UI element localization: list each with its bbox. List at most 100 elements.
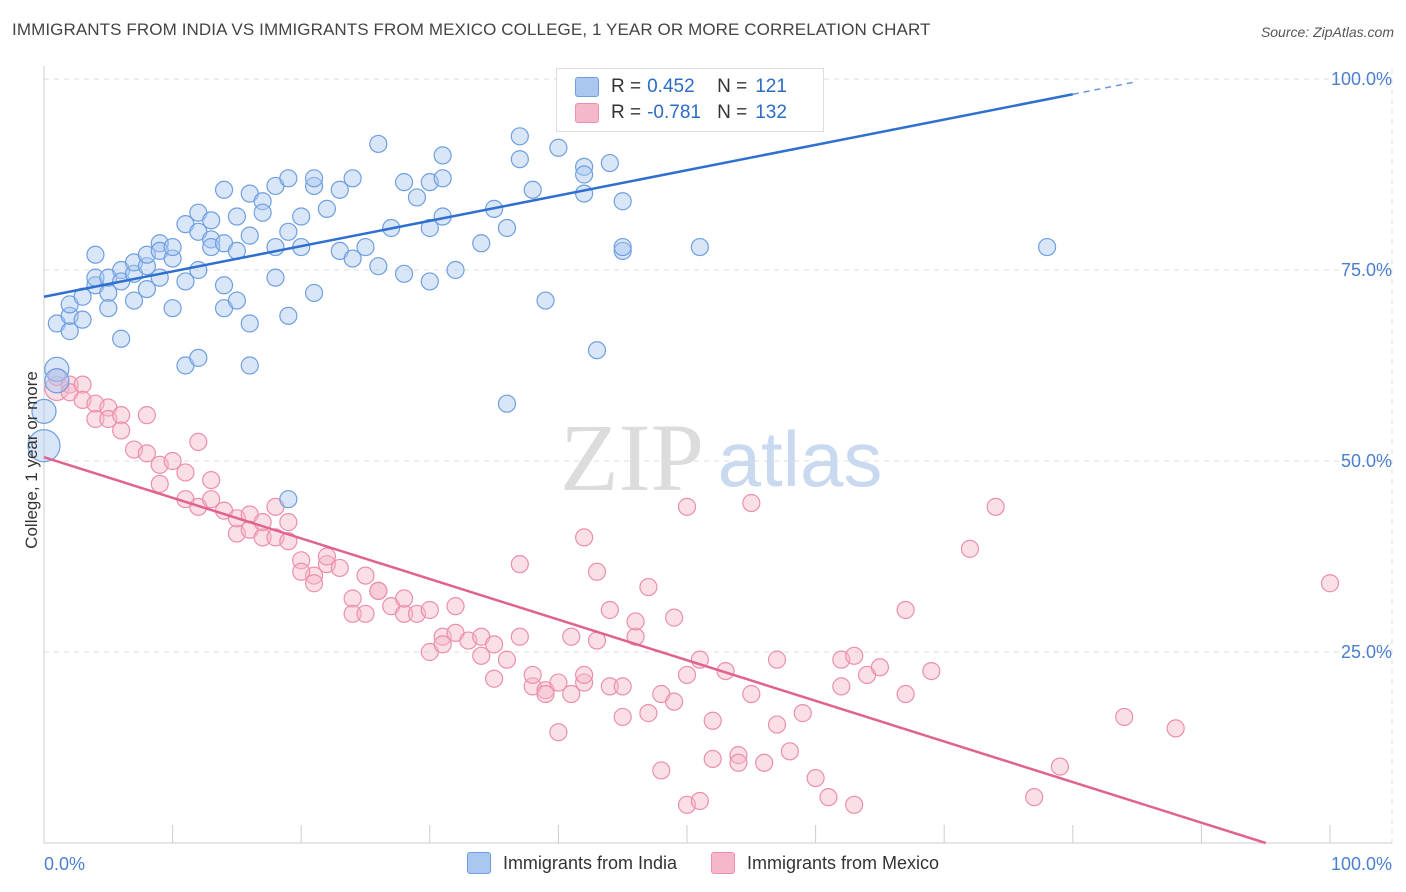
india-point bbox=[99, 299, 118, 318]
mexico-point bbox=[703, 711, 722, 730]
y-tick-label: 25.0% bbox=[1341, 642, 1392, 662]
mexico-point bbox=[330, 558, 349, 578]
mexico-point bbox=[343, 589, 362, 608]
mexico-point bbox=[703, 749, 722, 769]
mexico-point bbox=[356, 566, 375, 585]
mexico-point bbox=[202, 471, 221, 490]
mexico-point bbox=[86, 409, 105, 429]
mexico-point bbox=[549, 673, 568, 692]
india-point bbox=[137, 280, 156, 299]
mexico-point bbox=[137, 406, 156, 425]
india-point bbox=[369, 134, 388, 154]
mexico-point bbox=[626, 612, 645, 631]
india-point bbox=[433, 146, 452, 165]
mexico-point bbox=[73, 375, 92, 394]
mexico-point bbox=[716, 661, 735, 681]
x-tick-label: 0.0% bbox=[44, 854, 85, 874]
legend-label-india: Immigrants from India bbox=[502, 852, 677, 873]
mexico-point bbox=[112, 421, 131, 440]
india-point bbox=[266, 268, 285, 287]
legend-r-label: R = bbox=[611, 102, 642, 123]
india-point bbox=[124, 291, 144, 310]
india-point bbox=[44, 368, 70, 394]
legend-item-india[interactable]: Immigrants from India bbox=[466, 852, 677, 874]
y-tick-label: 50.0% bbox=[1341, 451, 1392, 471]
mexico-trend-line bbox=[43, 455, 1267, 845]
mexico-point bbox=[497, 650, 517, 669]
mexico-point bbox=[562, 627, 581, 646]
india-point bbox=[549, 138, 568, 157]
india-point bbox=[446, 260, 465, 280]
mexico-point bbox=[369, 581, 388, 600]
mexico-point bbox=[845, 646, 864, 665]
india-point bbox=[575, 157, 594, 176]
mexico-point bbox=[587, 562, 607, 581]
mexico-point bbox=[896, 600, 915, 620]
mexico-point bbox=[472, 646, 491, 665]
india-point bbox=[163, 237, 182, 257]
india-point bbox=[304, 283, 324, 303]
stats-legend: R = 0.452 N = 121 R = -0.781 N = 132 bbox=[556, 68, 824, 132]
mexico-point bbox=[176, 463, 195, 482]
india-point bbox=[240, 314, 259, 333]
india-point bbox=[304, 169, 324, 188]
mexico-point bbox=[150, 474, 169, 494]
india-point bbox=[472, 234, 491, 253]
india-point bbox=[73, 310, 92, 329]
india-point bbox=[497, 394, 517, 413]
mexico-point bbox=[755, 753, 774, 772]
india-point bbox=[60, 322, 79, 341]
india-point bbox=[575, 184, 594, 203]
mexico-point bbox=[600, 600, 619, 620]
mexico-point bbox=[639, 577, 658, 597]
mexico-point bbox=[343, 604, 362, 623]
india-point bbox=[176, 272, 195, 291]
mexico-point bbox=[806, 768, 825, 788]
india-point bbox=[420, 218, 439, 238]
mexico-point bbox=[780, 742, 799, 761]
india-point bbox=[202, 211, 221, 230]
mexico-point bbox=[163, 451, 182, 471]
india-point bbox=[394, 264, 414, 283]
india-point bbox=[613, 192, 632, 211]
mexico-point bbox=[575, 673, 594, 692]
legend-row-mexico: R = -0.781 N = 132 bbox=[575, 101, 787, 125]
india-point bbox=[214, 276, 234, 295]
mexico-point bbox=[202, 490, 221, 509]
india-point bbox=[292, 207, 311, 226]
mexico-point bbox=[1166, 719, 1185, 738]
mexico-point bbox=[304, 574, 324, 593]
india-point bbox=[407, 188, 427, 207]
mexico-point bbox=[767, 650, 787, 669]
mexico-point bbox=[677, 665, 697, 685]
mexico-point bbox=[665, 692, 684, 711]
mexico-point bbox=[575, 665, 594, 685]
india-point bbox=[343, 249, 362, 268]
axes bbox=[43, 66, 1392, 844]
y-axis-label: College, 1 year or more bbox=[22, 371, 41, 549]
mexico-point bbox=[523, 665, 542, 685]
mexico-point bbox=[729, 753, 748, 772]
india-point bbox=[613, 237, 632, 257]
watermark-atlas: atlas bbox=[718, 415, 883, 503]
legend-swatch-mexico bbox=[711, 852, 735, 874]
series-mexico-points bbox=[44, 367, 1340, 814]
india-point bbox=[510, 127, 529, 146]
legend-n-label: N = bbox=[717, 76, 748, 97]
india-point bbox=[523, 180, 542, 199]
india-point bbox=[600, 153, 619, 173]
legend-item-mexico[interactable]: Immigrants from Mexico bbox=[711, 852, 939, 874]
y-tick-label: 75.0% bbox=[1341, 260, 1392, 280]
mexico-point bbox=[613, 707, 632, 727]
mexico-point bbox=[420, 600, 439, 620]
mexico-point bbox=[317, 547, 337, 566]
chart-title: IMMIGRANTS FROM INDIA VS IMMIGRANTS FROM… bbox=[12, 20, 931, 39]
mexico-point bbox=[189, 432, 208, 451]
mexico-point bbox=[1320, 574, 1340, 593]
mexico-point bbox=[922, 661, 941, 681]
mexico-point bbox=[767, 715, 787, 734]
mexico-point bbox=[819, 788, 838, 807]
india-point bbox=[27, 429, 61, 463]
india-point bbox=[279, 169, 298, 188]
india-point bbox=[112, 329, 131, 348]
